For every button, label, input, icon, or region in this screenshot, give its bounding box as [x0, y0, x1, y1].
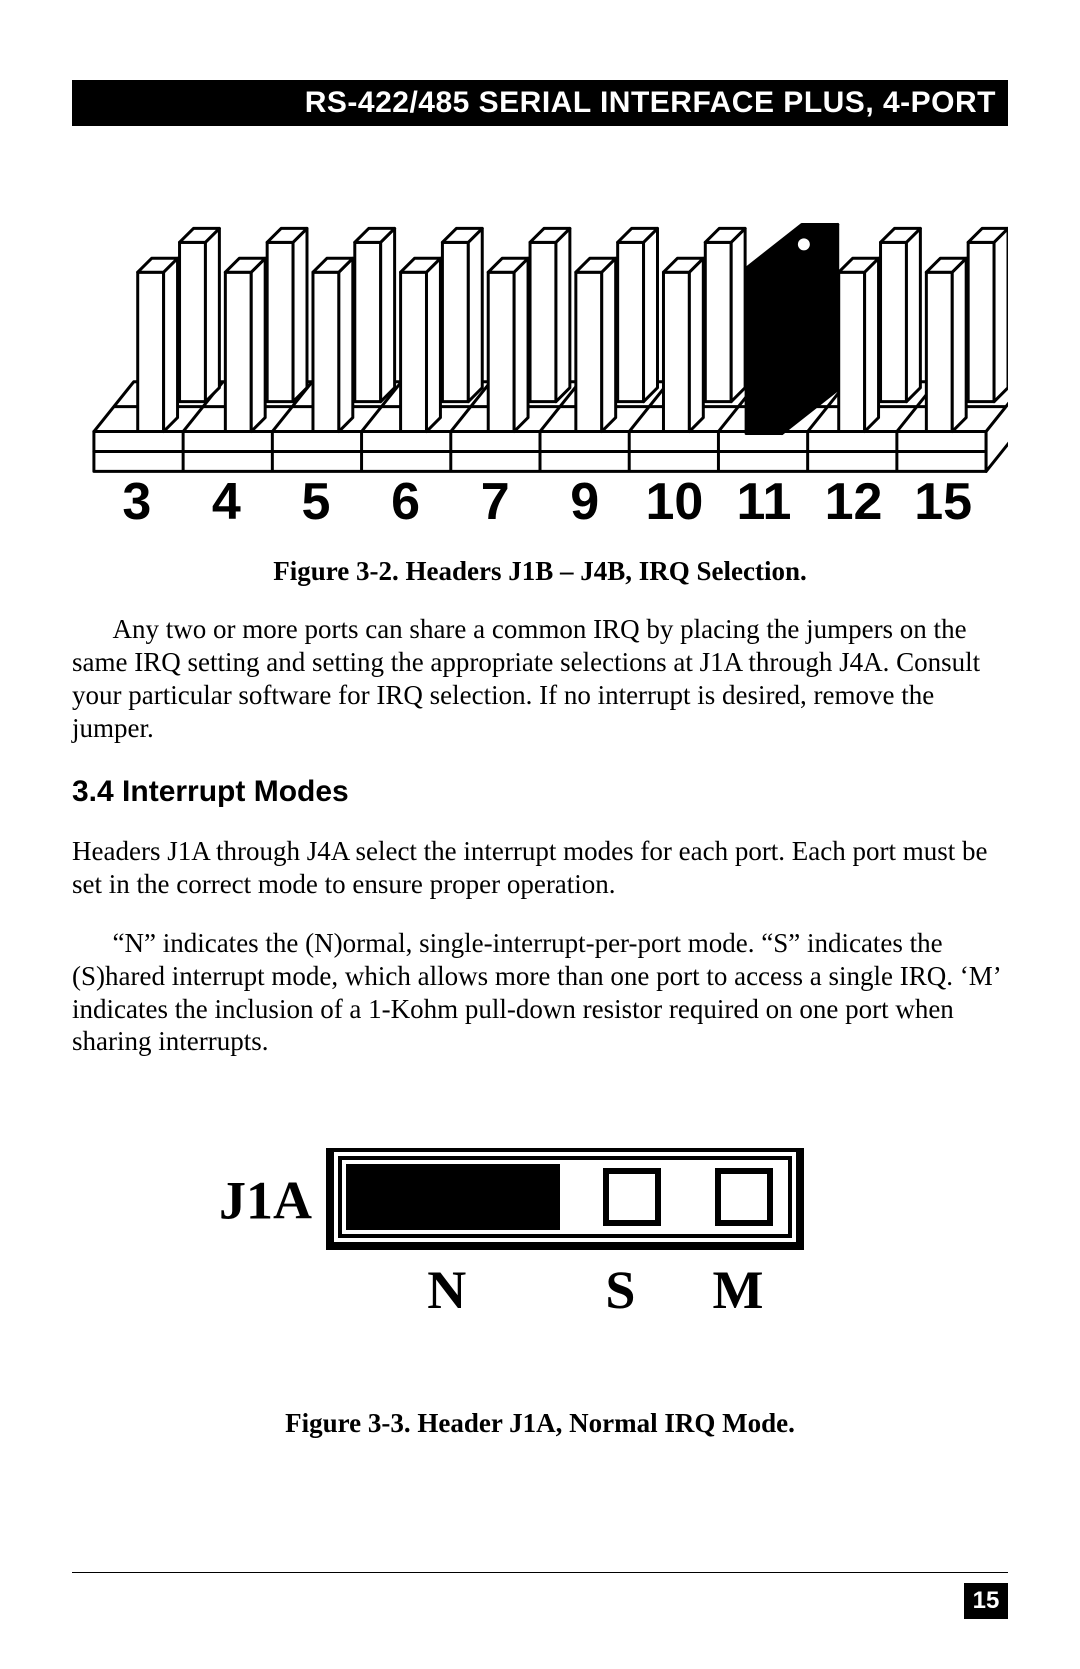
footer-rule — [72, 1572, 1008, 1573]
irq-label: 12 — [809, 476, 899, 528]
irq-label: 4 — [182, 476, 272, 528]
svg-text:J1A: J1A — [219, 1171, 312, 1231]
svg-text:M: M — [713, 1260, 764, 1320]
figure-3-2: 34567910111215 Figure 3-2. Headers J1B –… — [72, 172, 1008, 587]
figure-3-3: J1A N S M Figure 3-3. Header J1A, Normal IR… — [72, 1148, 1008, 1439]
paragraph-irq-sharing: Any two or more ports can share a common… — [72, 613, 1008, 745]
j1a-header-diagram: J1A N S M — [180, 1148, 900, 1338]
page-number: 15 — [964, 1583, 1008, 1619]
paragraph-interrupt-modes-1: Headers J1A through J4A select the inter… — [72, 835, 1008, 901]
irq-label: 5 — [271, 476, 361, 528]
figure-3-2-caption: Figure 3-2. Headers J1B – J4B, IRQ Selec… — [72, 556, 1008, 587]
section-3-4-heading: 3.4 Interrupt Modes — [72, 775, 1008, 809]
svg-text:N: N — [427, 1260, 466, 1320]
svg-text:S: S — [605, 1260, 635, 1320]
irq-label: 10 — [630, 476, 720, 528]
jumper-pinfield-diagram — [72, 172, 1008, 482]
irq-label: 15 — [898, 476, 988, 528]
irq-label: 9 — [540, 476, 630, 528]
irq-number-row: 34567910111215 — [92, 476, 988, 528]
irq-label: 7 — [450, 476, 540, 528]
irq-label: 6 — [361, 476, 451, 528]
page-header-title: RS-422/485 SERIAL INTERFACE PLUS, 4-PORT — [305, 86, 996, 119]
figure-3-3-caption: Figure 3-3. Header J1A, Normal IRQ Mode. — [72, 1408, 1008, 1439]
irq-label: 3 — [92, 476, 182, 528]
page-header-bar: RS-422/485 SERIAL INTERFACE PLUS, 4-PORT — [72, 80, 1008, 126]
paragraph-interrupt-modes-2: “N” indicates the (N)ormal, single-inter… — [72, 927, 1008, 1059]
irq-label: 11 — [719, 476, 809, 528]
